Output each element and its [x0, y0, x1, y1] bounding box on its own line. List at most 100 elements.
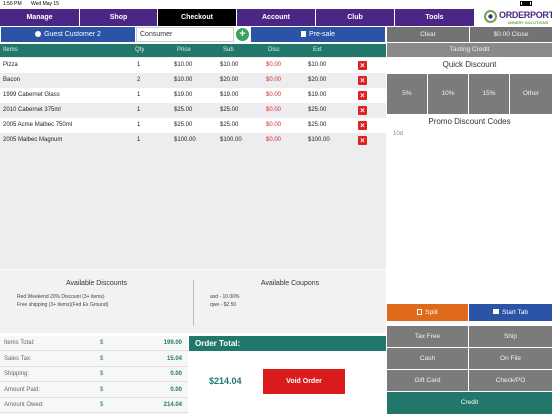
cell-disc: $0.00 [266, 122, 282, 128]
totals-label: Amount Paid: [4, 386, 41, 393]
cell-disc: $0.00 [266, 137, 282, 143]
divider [193, 280, 194, 326]
gift-card-button[interactable]: Gift Card [387, 370, 468, 391]
add-customer-icon[interactable]: + [236, 28, 249, 41]
cell-disc: $0.00 [266, 62, 282, 68]
user-icon [35, 31, 42, 37]
quick-discount-10[interactable]: 10% [428, 74, 468, 114]
table-row[interactable]: Bacon 2 $10.00 $20.00 $0.00 $20.00 × [0, 73, 386, 88]
quick-discount-15[interactable]: 15% [469, 74, 509, 114]
cell-price: $25.00 [174, 107, 193, 113]
guest-customer-button[interactable]: Guest Customer 2 [1, 27, 135, 42]
cell-price: $10.00 [174, 77, 193, 83]
cell-ext: $25.00 [308, 122, 327, 128]
cell-price: $25.00 [174, 122, 193, 128]
cell-qty: 1 [137, 62, 141, 68]
totals-value: 199.00 [163, 340, 182, 346]
guest-customer-label: Guest Customer 2 [44, 31, 101, 38]
credit-button[interactable]: Credit [387, 392, 552, 414]
status-time: 1:56 PM [3, 1, 22, 7]
col-price: Price [177, 47, 191, 53]
cell-item: 2010 Cabernet 375ml [3, 107, 61, 113]
order-total-value: $214.04 [209, 376, 242, 386]
cell-qty: 1 [137, 122, 141, 128]
promo-codes-title: Promo Discount Codes [428, 117, 511, 126]
quick-discount-5[interactable]: 5% [387, 74, 427, 114]
table-row[interactable]: Pizza 1 $10.00 $10.00 $0.00 $10.00 × [0, 58, 386, 73]
totals-currency: $ [100, 340, 104, 346]
tab-icon [493, 309, 500, 314]
coupon-item[interactable]: asd - 10.00% [210, 294, 240, 300]
cell-item: Pizza [3, 62, 18, 68]
close-button[interactable]: $0.00 Close [470, 27, 552, 42]
tax-free-button[interactable]: Tax Free [387, 326, 468, 347]
totals-row: Sales Tax: $15.04 [0, 352, 188, 367]
main-nav: Manage Shop Checkout Account Club Tools … [0, 9, 552, 26]
void-order-button[interactable]: Void Order [263, 369, 345, 394]
nav-tab-checkout[interactable]: Checkout [158, 9, 236, 26]
check-po-button[interactable]: Check/PO [469, 370, 552, 391]
split-icon [417, 309, 423, 315]
col-items: Items [3, 47, 18, 53]
quick-discount-other[interactable]: Other [510, 74, 552, 114]
nav-tab-account[interactable]: Account [237, 9, 315, 26]
delete-icon[interactable]: × [358, 136, 367, 145]
delete-icon[interactable]: × [358, 76, 367, 85]
nav-tab-manage[interactable]: Manage [0, 9, 79, 26]
delete-icon[interactable]: × [358, 106, 367, 115]
promo-code-item[interactable]: 10d [393, 131, 404, 137]
totals-value: 214.04 [163, 402, 182, 408]
start-tab-button[interactable]: Start Tab [469, 304, 552, 321]
col-sub: Sub [223, 47, 234, 53]
totals-currency: $ [100, 355, 104, 362]
cell-price: $19.00 [174, 92, 193, 98]
available-discounts-list: Red Weekend 20% Discount (3+ items) Free… [17, 293, 108, 309]
table-row[interactable]: 1999 Cabernet Glass 1 $19.00 $19.00 $0.00 $19… [0, 88, 386, 103]
totals-row: Amount Paid: $0.00 [0, 383, 188, 398]
nav-tab-shop[interactable]: Shop [80, 9, 157, 26]
cart-table-header: Items Qty Price Sub Disc Ext [0, 44, 386, 57]
table-row[interactable]: 2005 Malbec Magnum 1 $100.00 $100.00 $0.00 $1… [0, 133, 386, 148]
logo-tagline: WINERY SOLUTIONS [508, 20, 549, 25]
discount-item[interactable]: Free shipping (3+ items)(Fed Ex Ground) [17, 302, 109, 308]
customer-type-field[interactable]: Consumer [136, 27, 234, 42]
cell-disc: $0.00 [266, 107, 282, 113]
delete-icon[interactable]: × [358, 121, 367, 130]
logo-mark-icon [484, 10, 497, 23]
cell-disc: $0.00 [266, 77, 282, 83]
cell-item: 2005 Acme Malbec 750ml [3, 122, 73, 128]
coupon-item[interactable]: qwe - $2.50 [210, 302, 237, 308]
customer-bar: Guest Customer 2 Consumer + Pre-sale [0, 27, 386, 42]
cell-ext: $20.00 [308, 77, 327, 83]
document-icon [300, 31, 306, 37]
cell-price: $100.00 [174, 137, 196, 143]
logo-name: ORDERPORT [499, 10, 552, 20]
totals-panel: Items Total: $199.00 Sales Tax: $15.04 Shipp… [0, 336, 188, 414]
totals-currency: $ [100, 371, 104, 377]
table-row[interactable]: 2010 Cabernet 375ml 1 $25.00 $25.00 $0.00 $25… [0, 103, 386, 118]
tasting-credit-button[interactable]: Tasting Credit [387, 43, 552, 57]
available-coupons-title: Available Coupons [260, 280, 320, 287]
totals-label: Shipping: [4, 371, 30, 377]
order-total-header: Order Total: [189, 336, 386, 351]
on-file-button[interactable]: On File [469, 348, 552, 369]
quick-discount-title: Quick Discount [442, 60, 497, 69]
nav-tab-club[interactable]: Club [316, 9, 394, 26]
status-bar: 1:56 PM Wed May 15 [0, 0, 552, 8]
cell-item: 1999 Cabernet Glass [3, 92, 60, 98]
split-button[interactable]: Split [387, 304, 468, 321]
discount-item[interactable]: Red Weekend 20% Discount (3+ items) [17, 294, 105, 300]
available-coupons-list: asd - 10.00% qwe - $2.50 [210, 293, 239, 309]
totals-value: 0.00 [170, 371, 182, 377]
delete-icon[interactable]: × [358, 91, 367, 100]
col-qty: Qty [135, 47, 145, 53]
delete-icon[interactable]: × [358, 61, 367, 70]
ship-button[interactable]: Ship [469, 326, 552, 347]
clear-button[interactable]: Clear [387, 27, 469, 42]
presale-button[interactable]: Pre-sale [251, 27, 385, 42]
cash-button[interactable]: Cash [387, 348, 468, 369]
totals-row: Amount Owed: $214.04 [0, 398, 188, 413]
table-row[interactable]: 2005 Acme Malbec 750ml 1 $25.00 $25.00 $0.00… [0, 118, 386, 133]
nav-tab-tools[interactable]: Tools [395, 9, 474, 26]
cell-disc: $0.00 [266, 92, 282, 98]
